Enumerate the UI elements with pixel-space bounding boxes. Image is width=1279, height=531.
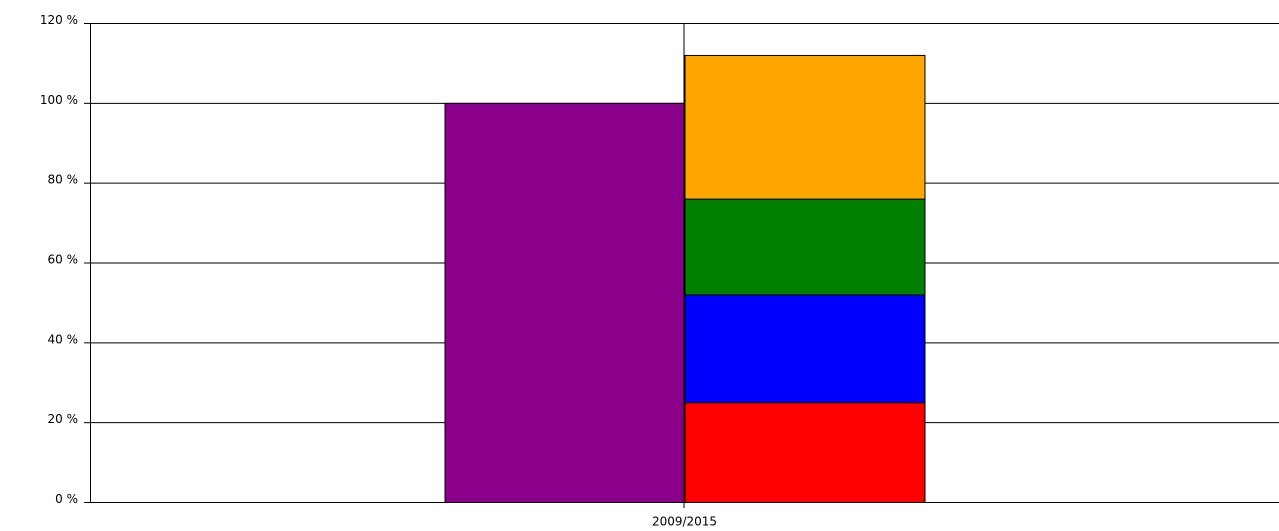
bar xyxy=(684,54,926,200)
y-tick-label: 40 % xyxy=(48,332,79,346)
bar xyxy=(684,294,926,404)
y-tick-label: 80 % xyxy=(48,173,79,187)
y-tick-label: 20 % xyxy=(48,412,79,426)
y-tick-label: 100 % xyxy=(40,93,78,107)
x-tick-label: 2009/2015 xyxy=(652,515,717,529)
y-tick-label: 0 % xyxy=(55,492,78,506)
bar xyxy=(444,102,686,503)
bar xyxy=(684,198,926,296)
y-tick-label: 60 % xyxy=(48,253,79,267)
bar xyxy=(684,402,926,504)
y-tick-label: 120 % xyxy=(40,13,78,27)
